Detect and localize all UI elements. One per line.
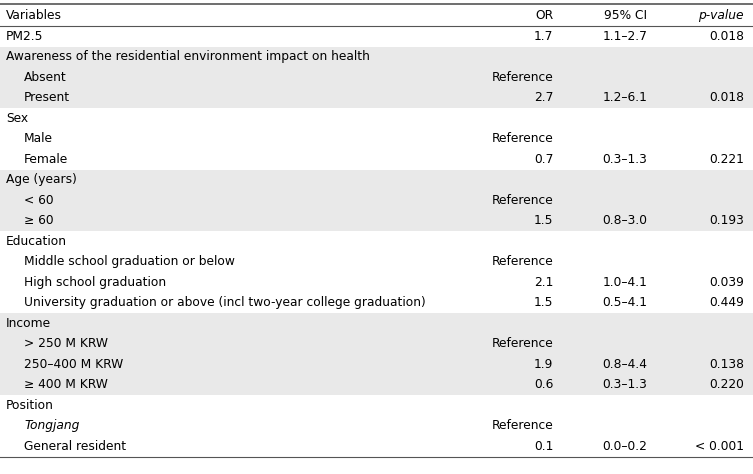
Bar — [0, 67, 753, 88]
Text: Reference: Reference — [492, 337, 553, 350]
Bar — [0, 26, 753, 46]
Bar — [0, 334, 753, 354]
Bar — [0, 354, 753, 374]
Bar — [0, 128, 753, 149]
Text: Position: Position — [6, 399, 54, 412]
Text: 0.039: 0.039 — [709, 276, 744, 289]
Bar — [0, 374, 753, 395]
Bar — [0, 46, 753, 67]
Text: High school graduation: High school graduation — [24, 276, 166, 289]
Text: ≥ 400 M KRW: ≥ 400 M KRW — [24, 378, 108, 391]
Bar — [0, 272, 753, 292]
Text: 0.138: 0.138 — [709, 358, 744, 371]
Text: 0.449: 0.449 — [709, 296, 744, 309]
Text: Male: Male — [24, 132, 53, 145]
Text: Variables: Variables — [6, 9, 62, 21]
Text: Age (years): Age (years) — [6, 173, 77, 186]
Bar — [0, 88, 753, 108]
Text: ≥ 60: ≥ 60 — [24, 214, 53, 227]
Text: Middle school graduation or below: Middle school graduation or below — [24, 255, 235, 268]
Text: 2.7: 2.7 — [534, 91, 553, 104]
Text: Absent: Absent — [24, 71, 67, 84]
Text: > 250 M KRW: > 250 M KRW — [24, 337, 108, 350]
Text: 1.9: 1.9 — [534, 358, 553, 371]
Bar — [0, 170, 753, 190]
Text: University graduation or above (incl two-year college graduation): University graduation or above (incl two… — [24, 296, 425, 309]
Text: Reference: Reference — [492, 71, 553, 84]
Bar — [0, 210, 753, 231]
Text: Present: Present — [24, 91, 70, 104]
Text: Sex: Sex — [6, 112, 28, 125]
Bar — [0, 108, 753, 128]
Bar — [0, 252, 753, 272]
Text: 0.018: 0.018 — [709, 30, 744, 43]
Text: 95% CI: 95% CI — [605, 9, 648, 21]
Text: 1.5: 1.5 — [534, 214, 553, 227]
Bar — [0, 416, 753, 436]
Bar — [0, 292, 753, 313]
Text: Awareness of the residential environment impact on health: Awareness of the residential environment… — [6, 50, 370, 63]
Text: 0.3–1.3: 0.3–1.3 — [602, 378, 648, 391]
Text: 0.6: 0.6 — [534, 378, 553, 391]
Text: 0.8–4.4: 0.8–4.4 — [602, 358, 648, 371]
Text: < 60: < 60 — [24, 194, 53, 207]
Text: General resident: General resident — [24, 440, 127, 453]
Text: 0.220: 0.220 — [709, 378, 744, 391]
Bar — [0, 231, 753, 252]
Text: Female: Female — [24, 153, 69, 166]
Bar — [0, 313, 753, 334]
Text: 0.8–3.0: 0.8–3.0 — [602, 214, 648, 227]
Text: Reference: Reference — [492, 255, 553, 268]
Text: 0.7: 0.7 — [534, 153, 553, 166]
Text: 1.7: 1.7 — [534, 30, 553, 43]
Text: 1.5: 1.5 — [534, 296, 553, 309]
Text: Education: Education — [6, 235, 67, 248]
Text: Reference: Reference — [492, 132, 553, 145]
Text: 250–400 M KRW: 250–400 M KRW — [24, 358, 123, 371]
Bar — [0, 436, 753, 456]
Text: 2.1: 2.1 — [534, 276, 553, 289]
Text: 0.018: 0.018 — [709, 91, 744, 104]
Text: 0.1: 0.1 — [534, 440, 553, 453]
Text: 1.1–2.7: 1.1–2.7 — [602, 30, 648, 43]
Text: PM2.5: PM2.5 — [6, 30, 44, 43]
Text: 1.2–6.1: 1.2–6.1 — [602, 91, 648, 104]
Text: Income: Income — [6, 317, 51, 330]
Text: Reference: Reference — [492, 194, 553, 207]
Text: 0.193: 0.193 — [709, 214, 744, 227]
Text: 0.3–1.3: 0.3–1.3 — [602, 153, 648, 166]
Text: 0.221: 0.221 — [709, 153, 744, 166]
Text: < 0.001: < 0.001 — [695, 440, 744, 453]
Text: Tongjang: Tongjang — [24, 419, 79, 432]
Text: p-value: p-value — [699, 9, 744, 21]
Text: 0.5–4.1: 0.5–4.1 — [602, 296, 648, 309]
Text: 1.0–4.1: 1.0–4.1 — [602, 276, 648, 289]
Bar — [0, 395, 753, 416]
Text: OR: OR — [535, 9, 553, 21]
Bar — [0, 190, 753, 210]
Text: 0.0–0.2: 0.0–0.2 — [602, 440, 648, 453]
Text: Reference: Reference — [492, 419, 553, 432]
Bar — [0, 149, 753, 170]
